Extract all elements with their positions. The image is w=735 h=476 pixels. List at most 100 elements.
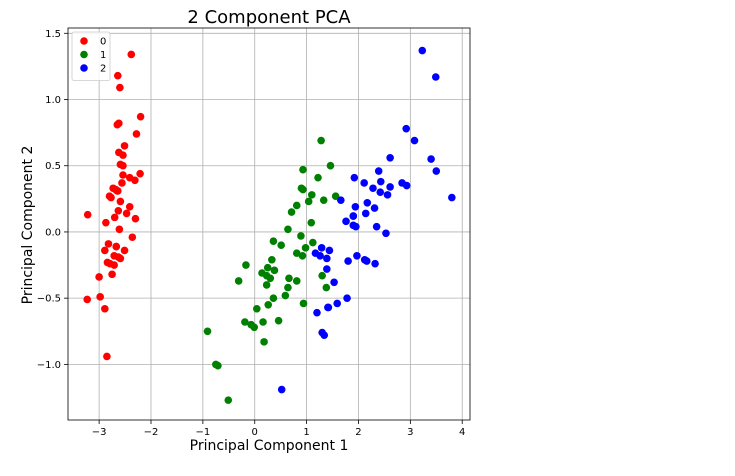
data-point xyxy=(116,83,124,92)
legend-marker xyxy=(80,37,88,45)
data-point xyxy=(113,187,122,195)
data-point xyxy=(376,188,385,197)
data-point xyxy=(224,396,233,404)
data-point xyxy=(281,291,290,300)
data-point xyxy=(241,318,249,326)
data-point xyxy=(376,177,385,186)
data-point xyxy=(304,197,313,206)
data-point xyxy=(349,221,358,230)
data-point xyxy=(317,136,325,145)
data-point xyxy=(382,229,390,238)
data-point xyxy=(108,270,116,279)
data-point xyxy=(361,209,370,218)
data-point xyxy=(262,281,271,289)
data-point xyxy=(432,167,441,175)
data-point xyxy=(307,191,316,199)
data-point xyxy=(125,173,134,182)
series-2 xyxy=(277,46,456,394)
data-point xyxy=(253,304,261,313)
data-point xyxy=(258,269,266,277)
data-point xyxy=(112,242,121,251)
data-point xyxy=(363,199,372,207)
data-point xyxy=(307,218,316,227)
x-axis-label: Principal Component 1 xyxy=(190,438,349,454)
data-point xyxy=(448,193,456,202)
data-point xyxy=(337,196,345,204)
data-point xyxy=(115,225,124,234)
data-point xyxy=(360,179,368,187)
data-point xyxy=(128,233,137,242)
data-point xyxy=(110,213,119,222)
data-point xyxy=(118,179,126,187)
data-point xyxy=(270,266,279,275)
data-point xyxy=(269,294,278,302)
data-point xyxy=(136,169,144,178)
data-point xyxy=(266,274,275,283)
data-point xyxy=(330,278,338,287)
series-1 xyxy=(203,136,340,404)
data-point xyxy=(103,258,112,267)
data-point xyxy=(298,251,307,260)
data-point xyxy=(113,71,122,80)
legend-label: 2 xyxy=(100,64,106,75)
data-point xyxy=(110,261,118,269)
y-tick-label: 1.0 xyxy=(45,95,61,106)
data-point xyxy=(119,151,127,159)
grid-lines xyxy=(68,28,470,420)
data-point xyxy=(277,241,285,249)
data-point xyxy=(119,171,127,179)
data-point xyxy=(325,246,334,255)
data-point xyxy=(349,212,358,220)
data-point xyxy=(311,249,320,257)
data-point xyxy=(323,254,331,263)
data-point xyxy=(292,277,301,285)
data-point xyxy=(101,304,109,313)
data-point xyxy=(269,237,278,246)
data-point xyxy=(259,318,267,326)
chart-title: 2 Component PCA xyxy=(187,7,351,28)
data-point xyxy=(386,153,394,162)
data-point xyxy=(386,183,394,191)
data-point xyxy=(83,210,92,219)
data-point xyxy=(96,293,104,301)
legend: 0 1 2 xyxy=(71,31,111,81)
data-point xyxy=(344,257,352,265)
data-point xyxy=(410,136,419,145)
data-point xyxy=(292,249,301,257)
data-point xyxy=(313,308,321,317)
data-point xyxy=(326,161,335,170)
data-point xyxy=(287,208,296,216)
data-point xyxy=(370,204,379,212)
data-point xyxy=(322,283,331,292)
data-point xyxy=(274,316,283,325)
data-point xyxy=(101,246,109,255)
y-axis-label: Principal Component 2 xyxy=(20,146,36,305)
data-point xyxy=(353,251,361,260)
data-point xyxy=(263,263,272,272)
data-point xyxy=(136,112,145,121)
x-tick-label: 0 xyxy=(252,427,258,438)
data-point xyxy=(331,192,340,200)
data-point xyxy=(402,124,410,133)
data-point xyxy=(131,214,140,223)
data-point xyxy=(319,196,328,204)
data-point xyxy=(383,191,392,199)
data-point xyxy=(284,283,292,292)
data-point xyxy=(427,155,435,163)
data-point xyxy=(102,218,110,227)
legend-label: 0 xyxy=(100,37,106,48)
data-point xyxy=(127,50,136,59)
data-point xyxy=(268,255,276,264)
data-point xyxy=(323,265,331,273)
data-point xyxy=(122,209,131,218)
y-tick-label: −1.0 xyxy=(37,360,61,371)
data-point xyxy=(324,303,333,312)
data-point xyxy=(362,257,371,265)
data-point xyxy=(299,165,307,174)
data-point xyxy=(371,259,379,268)
data-point xyxy=(309,238,317,247)
data-point xyxy=(119,161,127,170)
data-point xyxy=(374,167,383,175)
x-tick-label: −2 xyxy=(144,427,159,438)
